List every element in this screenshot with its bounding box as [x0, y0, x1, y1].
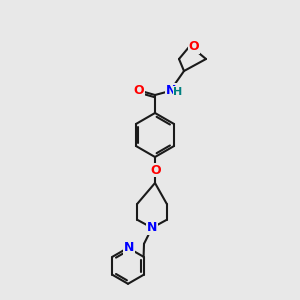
Text: O: O: [134, 85, 144, 98]
Text: O: O: [189, 40, 199, 53]
Text: N: N: [124, 241, 134, 254]
Text: H: H: [173, 87, 183, 97]
Text: N: N: [166, 83, 176, 97]
Text: O: O: [151, 164, 161, 176]
Text: N: N: [147, 221, 157, 234]
